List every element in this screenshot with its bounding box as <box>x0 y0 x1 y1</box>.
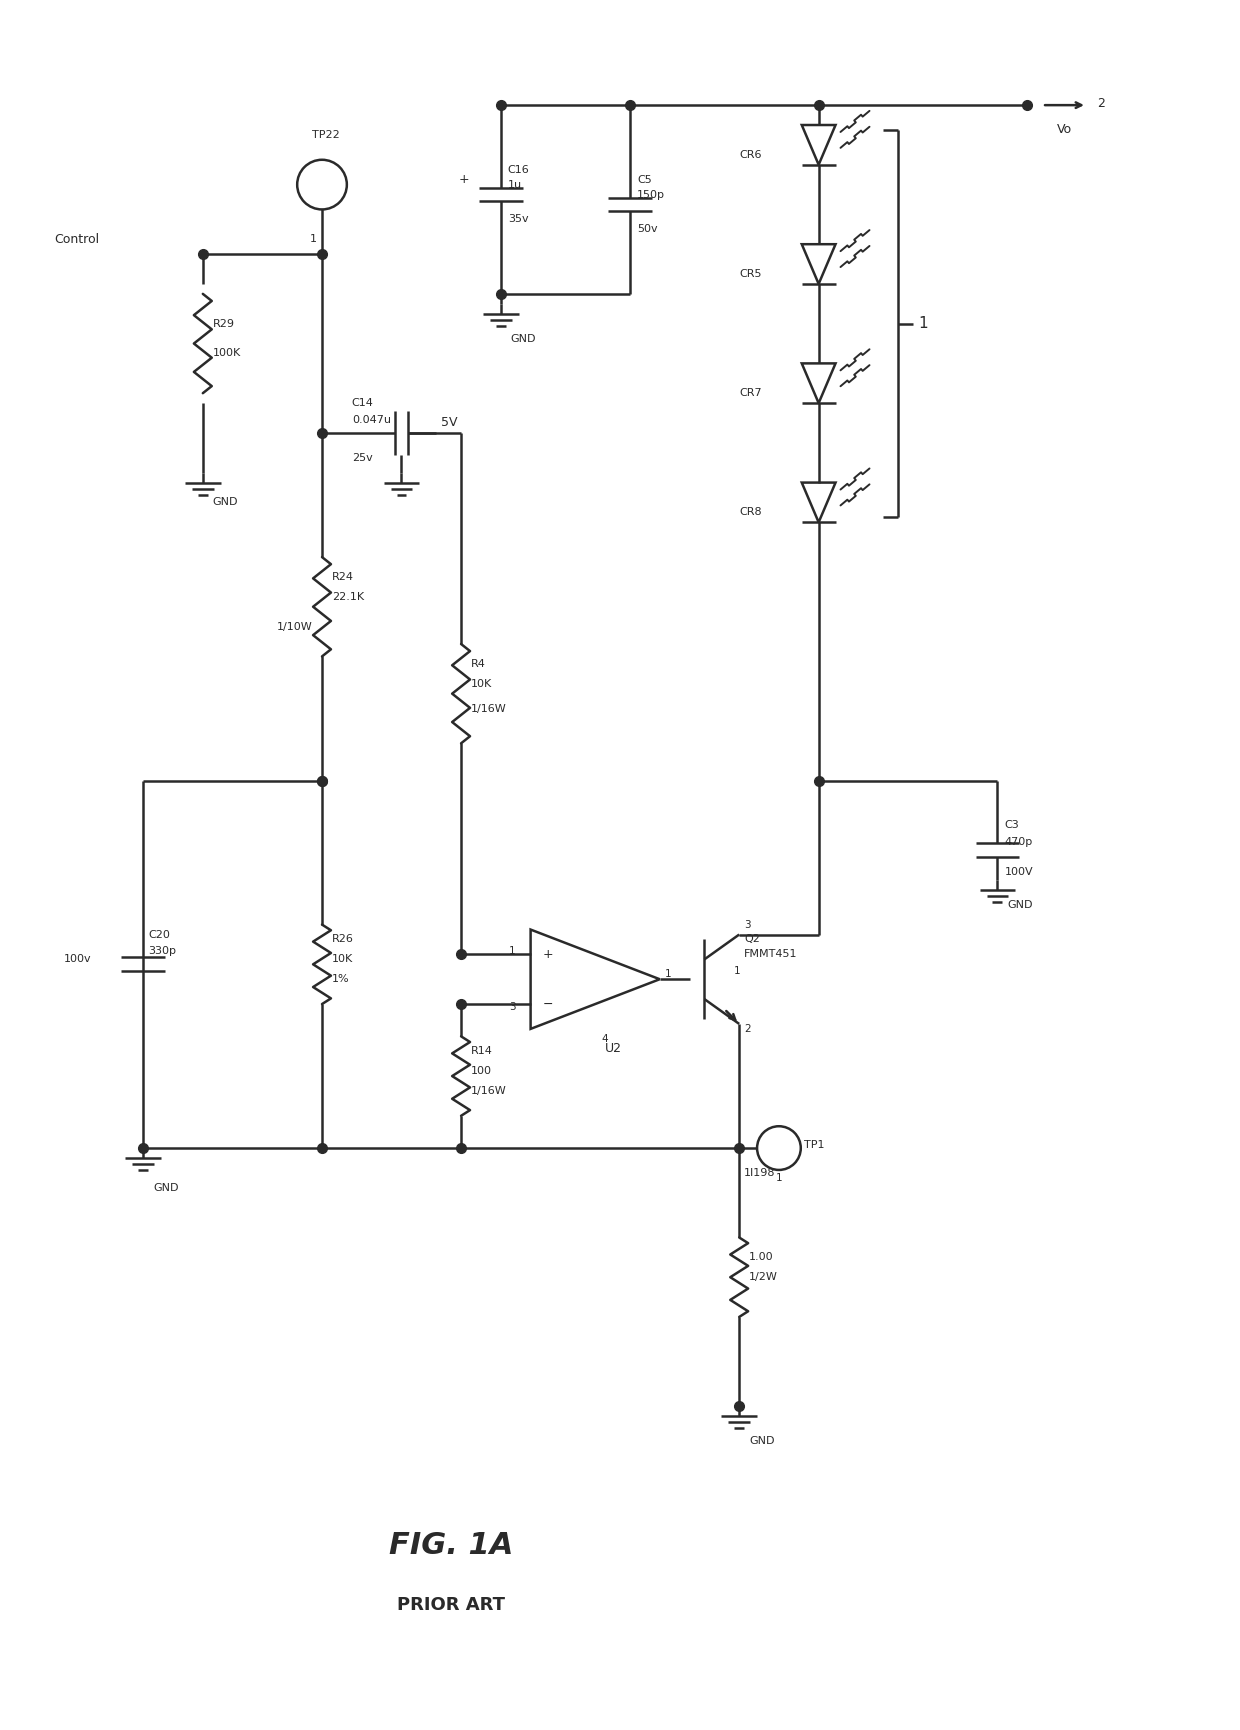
Text: CR7: CR7 <box>739 388 761 398</box>
Text: 25v: 25v <box>352 453 372 462</box>
Text: FIG. 1A: FIG. 1A <box>389 1531 513 1560</box>
Text: C20: C20 <box>149 929 170 939</box>
Text: 100: 100 <box>471 1066 492 1076</box>
Text: +: + <box>459 173 469 187</box>
Text: +: + <box>543 948 553 960</box>
Text: 100v: 100v <box>63 955 92 964</box>
Text: 100V: 100V <box>1004 867 1033 877</box>
Text: 4: 4 <box>601 1035 609 1043</box>
Text: C3: C3 <box>1004 820 1019 830</box>
Text: Control: Control <box>53 234 99 246</box>
Text: 470p: 470p <box>1004 837 1033 848</box>
Text: C14: C14 <box>352 398 373 408</box>
Text: 10K: 10K <box>471 678 492 689</box>
Text: 1: 1 <box>665 969 671 979</box>
Text: 150p: 150p <box>637 190 665 199</box>
Text: 35v: 35v <box>507 215 528 225</box>
Text: CR5: CR5 <box>739 268 761 279</box>
Text: R24: R24 <box>332 573 353 581</box>
Text: U2: U2 <box>605 1041 622 1055</box>
Text: −: − <box>543 998 553 1010</box>
Text: C5: C5 <box>637 175 652 185</box>
Text: 22.1K: 22.1K <box>332 592 365 602</box>
Text: R4: R4 <box>471 659 486 670</box>
Text: TP22: TP22 <box>312 130 340 140</box>
Text: 1: 1 <box>734 967 740 976</box>
Text: Q2: Q2 <box>744 934 760 945</box>
Text: CR6: CR6 <box>739 151 761 159</box>
Text: GND: GND <box>213 498 238 507</box>
Text: CR8: CR8 <box>739 507 761 517</box>
Text: 3: 3 <box>744 920 750 929</box>
Text: 2: 2 <box>744 1024 750 1035</box>
Text: 0.047u: 0.047u <box>352 415 391 426</box>
Text: GND: GND <box>154 1183 179 1192</box>
Text: 1: 1 <box>776 1173 782 1183</box>
Text: 1: 1 <box>918 317 928 330</box>
Text: 1/16W: 1/16W <box>471 704 507 713</box>
Text: 50v: 50v <box>637 225 657 234</box>
Text: GND: GND <box>511 334 536 344</box>
Text: PRIOR ART: PRIOR ART <box>397 1597 505 1614</box>
Text: FMMT451: FMMT451 <box>744 950 797 960</box>
Text: 1: 1 <box>310 234 317 244</box>
Text: 100K: 100K <box>213 348 241 358</box>
Text: 3: 3 <box>510 1002 516 1012</box>
Text: Vo: Vo <box>1056 123 1073 137</box>
Text: 2: 2 <box>1096 97 1105 109</box>
Text: 1.00: 1.00 <box>749 1253 774 1263</box>
Text: 5V: 5V <box>441 417 458 429</box>
Text: 10K: 10K <box>332 955 353 964</box>
Text: R29: R29 <box>213 318 234 329</box>
Text: 1/10W: 1/10W <box>277 621 312 631</box>
Text: 1I198: 1I198 <box>744 1168 776 1178</box>
Text: 1u: 1u <box>507 180 522 190</box>
Text: 1/2W: 1/2W <box>749 1272 777 1282</box>
Text: 1%: 1% <box>332 974 350 984</box>
Text: 330p: 330p <box>149 946 176 957</box>
Text: R26: R26 <box>332 934 353 945</box>
Text: 1: 1 <box>510 946 516 957</box>
Text: R14: R14 <box>471 1047 492 1057</box>
Text: C16: C16 <box>507 164 529 175</box>
Text: GND: GND <box>1007 900 1033 910</box>
Text: GND: GND <box>749 1436 775 1446</box>
Text: 1/16W: 1/16W <box>471 1086 507 1097</box>
Text: TP1: TP1 <box>804 1140 825 1150</box>
